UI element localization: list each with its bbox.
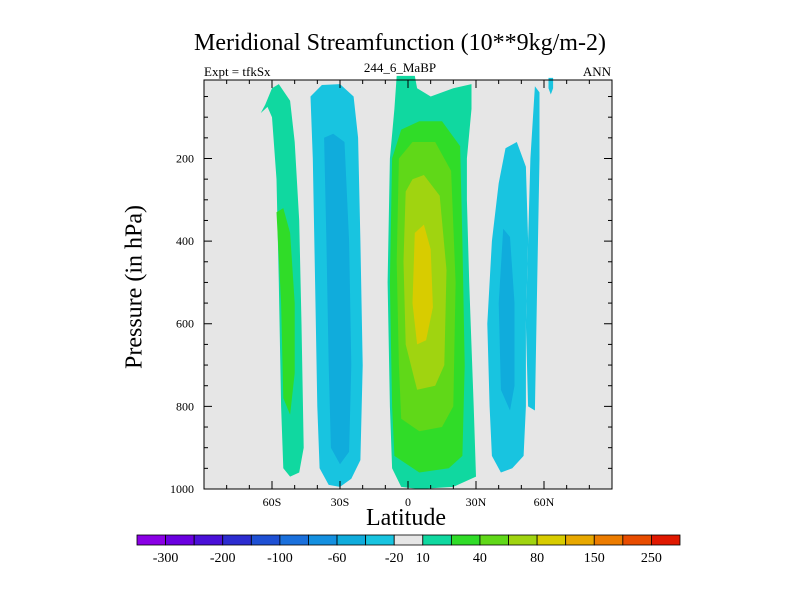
contour-region-tropical-core [412, 224, 433, 345]
run-label: 244_6_MaBP [363, 60, 437, 75]
colorbar-label: 150 [584, 551, 605, 566]
chart-title: Meridional Streamfunction (10**9kg/m-2) [194, 30, 606, 56]
y-tick-label: 800 [176, 399, 194, 413]
x-tick-label: 30N [466, 495, 487, 509]
colorbar-box [279, 534, 309, 546]
y-tick-label: 200 [176, 151, 194, 165]
x-tick-label: 60N [534, 495, 555, 509]
colorbar-label: -300 [153, 551, 179, 566]
colorbar-label: 40 [473, 551, 487, 566]
season-label: ANN [582, 64, 611, 79]
contour-region-nh-polar-blob [548, 77, 554, 95]
colorbar-box [422, 534, 452, 546]
colorbar-box [508, 534, 538, 546]
colorbar-box [651, 534, 681, 546]
colorbar-box [136, 534, 166, 546]
colorbar-label: -60 [328, 551, 347, 566]
colorbar-box [193, 534, 224, 546]
colorbar-label: 80 [530, 551, 544, 566]
colorbar-box [365, 534, 395, 546]
colorbar-box [250, 534, 281, 546]
colorbar-box [308, 534, 338, 546]
colorbar-label: -200 [210, 551, 236, 566]
contour-region-nh-ferrel-strip [525, 86, 540, 411]
colorbar-box [565, 534, 595, 546]
contour-region-nh-hadley-inner [498, 228, 515, 411]
colorbar-boxes [136, 534, 681, 546]
colorbar-box [479, 534, 509, 546]
colorbar-label: -100 [267, 551, 293, 566]
colorbar-box [593, 534, 624, 546]
x-axis-label: Latitude [366, 505, 446, 531]
axis-ticks: 60S 30S 0 30N 60N 200 400 600 800 1000 [170, 80, 612, 509]
colorbar-label: 10 [416, 551, 430, 566]
colorbar-box [622, 534, 652, 546]
colorbar-label: -20 [385, 551, 404, 566]
colorbar-box [393, 534, 424, 546]
x-tick-label: 60S [263, 495, 282, 509]
y-tick-label: 1000 [170, 482, 194, 496]
colorbar-labels: -300 -200 -100 -60 -20 10 40 80 150 250 [153, 551, 662, 566]
contour-region-sh-ferrel-inner [276, 208, 295, 415]
colorbar-box [165, 534, 195, 546]
contour-region-sh-hadley-inner [324, 133, 352, 465]
colorbar-box [336, 534, 367, 546]
colorbar-box [536, 534, 567, 546]
colorbar-box [450, 534, 481, 546]
colorbar-box [222, 534, 252, 546]
colorbar-label: 250 [641, 551, 662, 566]
x-tick-label: 0 [405, 495, 411, 509]
y-tick-label: 600 [176, 317, 194, 331]
y-tick-label: 400 [176, 234, 194, 248]
x-tick-label: 30S [331, 495, 350, 509]
experiment-label: Expt = tfkSx [204, 64, 271, 79]
contour-regions [260, 75, 554, 490]
